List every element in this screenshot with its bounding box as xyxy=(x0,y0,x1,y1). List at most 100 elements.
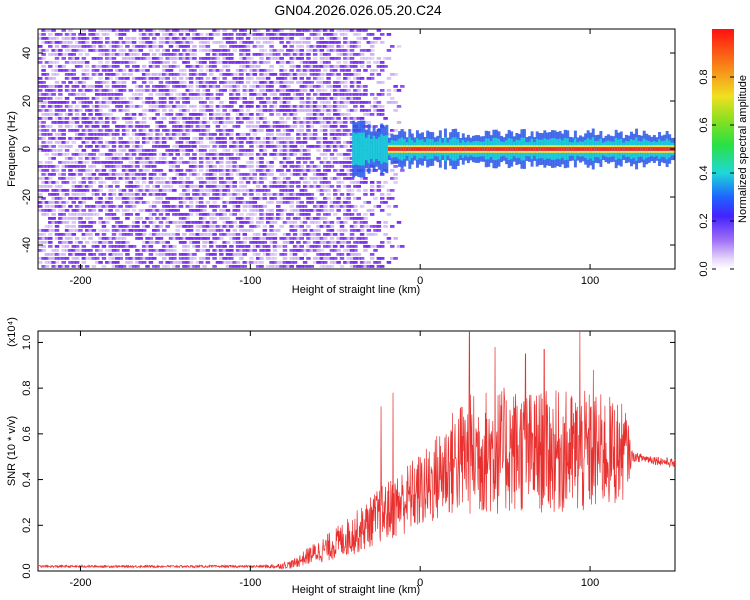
spectrogram-cell xyxy=(78,181,83,184)
spectrogram-cell xyxy=(255,61,261,64)
spectrogram-cell xyxy=(329,225,335,228)
spectrogram-cell xyxy=(188,265,194,268)
spectrogram-cell xyxy=(54,197,60,200)
spectrogram-cell xyxy=(64,157,70,160)
spectrogram-cell xyxy=(255,261,261,264)
spectrogram-cell xyxy=(121,225,127,228)
spectrogram-cell xyxy=(356,241,361,244)
spectrogram-cell xyxy=(343,97,348,100)
spectrogram-cell xyxy=(259,177,264,180)
spectrogram-cell xyxy=(41,245,46,248)
spectrogram-cell xyxy=(188,53,194,56)
spectrogram-cell xyxy=(98,249,103,252)
spectrogram-cell xyxy=(222,33,227,36)
spectrogram-cell xyxy=(125,205,130,208)
spectrogram-cell xyxy=(64,45,70,48)
spectrogram-cell xyxy=(155,133,160,136)
spectrogram-cell xyxy=(255,41,261,44)
spectrogram-cell xyxy=(276,153,281,156)
spectrogram-cell xyxy=(44,169,50,172)
spectrogram-cell xyxy=(249,153,254,156)
spectrogram-cell xyxy=(349,161,355,164)
spectrogram-cell xyxy=(61,201,66,204)
spectrogram-cell xyxy=(208,189,214,192)
spectrogram-cell xyxy=(346,169,351,172)
line-band-core xyxy=(502,147,506,151)
spectrogram-cell xyxy=(98,169,103,172)
spectrogram-cell xyxy=(329,165,335,168)
spectrogram-cell xyxy=(259,117,264,120)
spectrogram-y-label: Frequency (Hz) xyxy=(6,111,18,187)
spectrogram-cell xyxy=(309,69,315,72)
spectrogram-cell xyxy=(175,141,180,144)
spectrogram-cell xyxy=(81,105,87,108)
spectrogram-cell xyxy=(81,93,87,96)
spectrogram-cell xyxy=(229,137,234,140)
spectrogram-cell xyxy=(125,133,130,136)
spectrogram-cell xyxy=(292,181,298,184)
spectrogram-cell xyxy=(188,125,194,128)
spectrogram-cell xyxy=(336,45,341,48)
spectrogram-cell xyxy=(353,109,358,112)
spectrogram-cell xyxy=(336,133,341,136)
spectrogram-cell xyxy=(292,169,298,172)
spectrogram-cell xyxy=(379,105,385,108)
spectrogram-cell xyxy=(219,225,224,228)
spectrogram-cell xyxy=(322,185,328,188)
spectrogram-cell xyxy=(265,109,271,112)
spectrogram-cell xyxy=(101,93,107,96)
spectrogram-cell xyxy=(78,89,83,92)
spectrogram-cell xyxy=(51,73,56,76)
spectrogram-cell xyxy=(309,177,315,180)
spectrogram-cell xyxy=(118,265,123,268)
spectrogram-cell xyxy=(319,257,325,260)
spectrogram-cell xyxy=(349,249,355,252)
spectrogram-cell xyxy=(262,41,268,44)
spectrogram-cell xyxy=(192,137,197,140)
spectrogram-cell xyxy=(54,257,60,260)
spectrogram-cell xyxy=(68,45,73,48)
spectrogram-cell xyxy=(131,141,137,144)
spectrogram-cell xyxy=(336,61,341,64)
spectrogram-cell xyxy=(198,221,204,224)
spectrogram-cell xyxy=(235,265,241,268)
spectrogram-cell xyxy=(148,57,154,60)
spectrogram-cell xyxy=(81,97,87,100)
spectrogram-cell xyxy=(185,41,191,44)
spectrogram-cell xyxy=(172,233,177,236)
spectrogram-cell xyxy=(265,237,271,240)
spectrogram-cell xyxy=(148,237,154,240)
spectrogram-cell xyxy=(175,213,180,216)
spectrogram-cell xyxy=(262,93,268,96)
spectrogram-cell xyxy=(282,257,288,260)
spectrogram-cell xyxy=(309,33,315,36)
spectrogram-cell xyxy=(58,197,63,200)
spectrogram-cell xyxy=(141,109,147,112)
spectrogram-cell xyxy=(356,85,361,88)
spectrogram-cell xyxy=(192,265,197,268)
spectrogram-cell xyxy=(255,257,261,260)
spectrogram-cell xyxy=(91,257,97,260)
spectrogram-cell xyxy=(151,29,157,32)
spectrogram-cell xyxy=(115,249,120,252)
spectrogram-cell xyxy=(61,69,66,72)
spectrogram-cell xyxy=(356,97,361,100)
spectrogram-cell xyxy=(296,209,301,212)
spectrogram-cell xyxy=(343,37,348,40)
spectrogram-cell xyxy=(242,45,248,48)
spectrogram-cell xyxy=(84,37,90,40)
spectrogram-cell xyxy=(239,165,244,168)
spectrogram-cell xyxy=(121,109,127,112)
spectrogram-cell xyxy=(81,81,87,84)
spectrogram-cell xyxy=(235,241,241,244)
spectrogram-cell xyxy=(252,45,258,48)
spectrogram-cell xyxy=(182,129,187,132)
spectrogram-cell xyxy=(118,197,123,200)
spectrogram-cell xyxy=(319,173,325,176)
spectrogram-cell xyxy=(158,53,164,56)
spectrogram-cell xyxy=(292,53,298,56)
spectrogram-cell xyxy=(306,249,311,252)
spectrogram-cell xyxy=(252,133,258,136)
spectrogram-cell xyxy=(135,149,140,152)
spectrogram-cell xyxy=(225,173,231,176)
